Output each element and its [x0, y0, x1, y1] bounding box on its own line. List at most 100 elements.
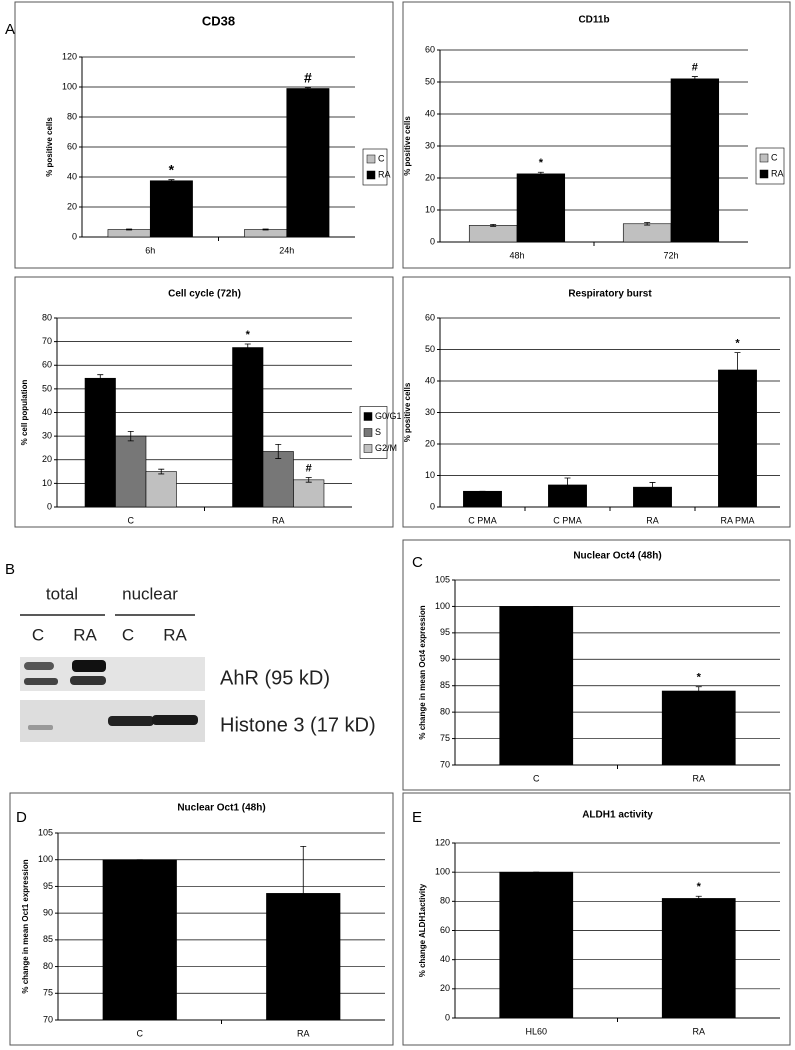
bar	[622, 223, 672, 243]
bar	[107, 229, 151, 238]
panel-border	[14, 1, 394, 269]
y-tick-label: 60	[42, 360, 52, 370]
y-tick-label: 0	[445, 1012, 450, 1022]
y-tick-label: 0	[72, 231, 77, 241]
y-tick-label: 100	[435, 601, 450, 611]
error-bar	[695, 895, 702, 902]
y-tick-label: 85	[43, 934, 53, 944]
chart-title: Nuclear Oct1 (48h)	[177, 803, 265, 814]
error-bar	[300, 845, 307, 941]
panel-border	[402, 1, 791, 269]
y-tick-label: 95	[43, 881, 53, 891]
y-tick-label: 40	[67, 171, 77, 181]
blot-band	[72, 660, 106, 672]
y-tick-label: 40	[425, 375, 435, 385]
x-tick-label: RA	[692, 773, 705, 783]
significance-mark: *	[735, 338, 740, 350]
lane-label: RA	[163, 625, 187, 644]
bar	[115, 435, 147, 508]
legend-swatch	[759, 169, 769, 179]
chart-title: Nuclear Oct4 (48h)	[573, 551, 661, 562]
bar	[232, 347, 264, 508]
y-tick-label: 90	[440, 654, 450, 664]
y-tick-label: 10	[425, 204, 435, 214]
bar	[661, 690, 736, 766]
error-bar	[97, 374, 104, 383]
x-tick-label: RA	[297, 1028, 310, 1038]
bar	[102, 859, 177, 1021]
y-axis-label: % positive cells	[403, 382, 412, 442]
y-tick-label: 80	[440, 707, 450, 717]
panel-letter: E	[412, 809, 422, 826]
y-tick-label: 0	[430, 501, 435, 511]
y-tick-label: 60	[425, 312, 435, 322]
legend-swatch	[366, 154, 376, 164]
y-tick-label: 85	[440, 680, 450, 690]
x-tick-label: 72h	[663, 250, 678, 260]
y-tick-label: 80	[42, 312, 52, 322]
legend-swatch	[363, 428, 373, 437]
bar	[286, 88, 330, 238]
y-axis-label: % change ALDH1activity	[418, 883, 427, 977]
bar	[262, 451, 294, 508]
bar	[84, 377, 116, 508]
error-bar	[734, 352, 741, 388]
x-tick-label: HL60	[525, 1026, 547, 1036]
y-axis-label: % positive cells	[403, 116, 412, 176]
significance-mark: #	[306, 462, 312, 474]
bar	[293, 479, 325, 508]
y-tick-label: 50	[425, 344, 435, 354]
lane-label: C	[122, 625, 134, 644]
panel-letter: C	[412, 554, 423, 571]
panel-border	[14, 276, 394, 528]
x-tick-label: RA PMA	[720, 515, 754, 525]
y-tick-label: 20	[440, 983, 450, 993]
y-tick-label: 60	[440, 925, 450, 935]
error-bar	[564, 477, 571, 493]
error-bar	[537, 171, 544, 176]
panel-letter: D	[16, 809, 27, 826]
y-tick-label: 60	[425, 44, 435, 54]
bar	[244, 229, 288, 238]
y-tick-label: 10	[42, 478, 52, 488]
error-bar	[695, 686, 702, 696]
error-bar	[649, 482, 656, 493]
legend-label: RA	[378, 169, 391, 179]
chart-title: CD11b	[578, 15, 609, 26]
y-tick-label: 80	[440, 896, 450, 906]
legend-label: C	[771, 152, 778, 162]
y-tick-label: 20	[42, 454, 52, 464]
y-tick-label: 105	[38, 827, 53, 837]
error-bar	[262, 228, 269, 231]
y-tick-label: 120	[62, 51, 77, 61]
legend-label: G0/G1	[375, 411, 402, 421]
y-tick-label: 20	[425, 438, 435, 448]
error-bar	[126, 228, 133, 231]
x-tick-label: 6h	[145, 245, 155, 255]
lane-label: C	[32, 625, 44, 644]
x-tick-label: 24h	[279, 245, 294, 255]
x-tick-label: C PMA	[468, 515, 497, 525]
y-tick-label: 100	[435, 867, 450, 877]
y-axis-label: % change in mean Oct4 expression	[418, 605, 427, 739]
y-tick-label: 60	[67, 141, 77, 151]
lane-label: RA	[73, 625, 97, 644]
legend-label: G2/M	[375, 443, 397, 453]
chart-title: CD38	[202, 13, 235, 28]
y-tick-label: 20	[67, 201, 77, 211]
y-tick-label: 100	[62, 81, 77, 91]
error-bar	[305, 477, 312, 483]
legend-swatch	[759, 153, 769, 163]
y-tick-label: 95	[440, 627, 450, 637]
y-tick-label: 80	[43, 961, 53, 971]
chart-title: Cell cycle (72h)	[168, 289, 241, 300]
y-tick-label: 30	[425, 407, 435, 417]
blot-band	[152, 715, 198, 725]
x-tick-label: RA	[646, 515, 659, 525]
legend-label: RA	[771, 168, 784, 178]
blot-band	[70, 676, 106, 685]
blot-band	[108, 716, 154, 726]
band-label: AhR (95 kD)	[220, 667, 330, 689]
y-tick-label: 80	[67, 111, 77, 121]
error-bar	[644, 222, 651, 226]
